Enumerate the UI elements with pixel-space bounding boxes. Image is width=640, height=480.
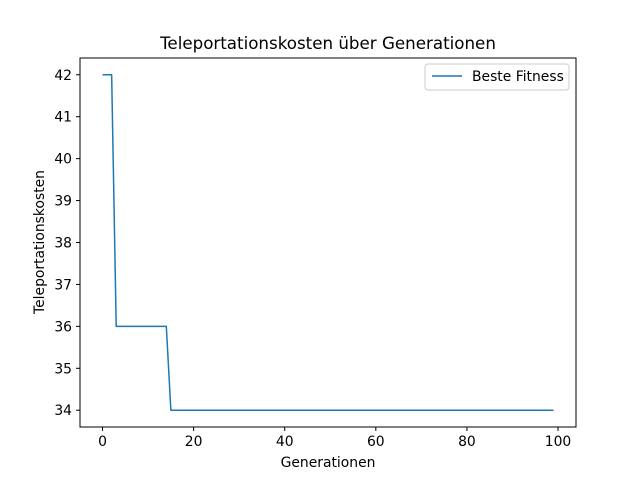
series-line-0 xyxy=(102,74,554,411)
legend-label: Beste Fitness xyxy=(472,69,564,85)
chart-title: Teleportationskosten über Generationen xyxy=(159,33,496,53)
y-tick-label-39: 39 xyxy=(54,194,72,210)
y-tick-label-36: 36 xyxy=(54,319,72,335)
y-tick-label-37: 37 xyxy=(54,277,72,293)
y-tick-label-38: 38 xyxy=(54,236,72,252)
x-axis-label: Generationen xyxy=(281,455,376,471)
legend: Beste Fitness xyxy=(424,63,570,91)
legend-frame xyxy=(424,63,570,91)
plot-area xyxy=(79,57,577,428)
x-tick-label-100: 100 xyxy=(545,434,572,450)
x-tick-label-80: 80 xyxy=(458,434,476,450)
y-tick-label-35: 35 xyxy=(54,361,72,377)
x-tick-label-0: 0 xyxy=(98,434,107,450)
y-axis-ticks: 34 35 36 37 38 39 40 41 42 xyxy=(54,68,80,419)
y-axis-label: Teleportationskosten xyxy=(32,170,48,315)
x-tick-label-60: 60 xyxy=(367,434,385,450)
y-tick-label-41: 41 xyxy=(54,110,72,126)
y-tick-label-40: 40 xyxy=(54,152,72,168)
y-tick-label-42: 42 xyxy=(54,68,72,84)
x-tick-label-20: 20 xyxy=(185,434,203,450)
x-axis-ticks: 0 20 40 60 80 100 xyxy=(98,427,571,450)
y-tick-label-34: 34 xyxy=(54,403,72,419)
plot-background xyxy=(80,58,576,427)
x-tick-label-40: 40 xyxy=(276,434,294,450)
